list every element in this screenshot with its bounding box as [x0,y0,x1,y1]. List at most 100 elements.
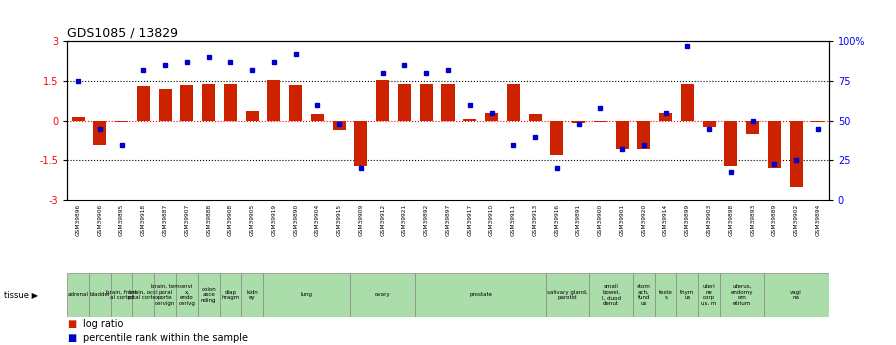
Text: brain, tem
poral
porte
cervign: brain, tem poral porte cervign [151,284,179,306]
Text: GSM39902: GSM39902 [794,204,798,236]
Bar [376,80,389,121]
Bar [812,121,824,122]
Bar [529,114,541,121]
Text: GSM39887: GSM39887 [162,204,168,236]
Text: GSM39895: GSM39895 [119,204,125,236]
Text: GSM39889: GSM39889 [771,204,777,236]
Bar [154,273,176,317]
Bar [698,273,720,317]
Bar [246,111,259,121]
Bar [768,121,781,168]
Bar [746,121,759,134]
Text: GSM39905: GSM39905 [250,204,254,236]
Bar [572,121,585,124]
Text: GSM39918: GSM39918 [141,204,146,236]
Text: GSM39912: GSM39912 [380,204,385,236]
Text: GSM39888: GSM39888 [206,204,211,236]
Bar [202,84,215,121]
Bar [594,121,607,122]
Text: GSM39921: GSM39921 [402,204,407,236]
Text: GSM39899: GSM39899 [685,204,690,236]
Bar [590,273,633,317]
Text: GSM39904: GSM39904 [314,204,320,236]
Text: stom
ach,
fund
us: stom ach, fund us [637,284,650,306]
Bar [67,273,89,317]
Text: log ratio: log ratio [83,319,124,329]
Bar [72,117,84,121]
Text: GSM39893: GSM39893 [750,204,755,236]
Text: GSM39907: GSM39907 [185,204,189,236]
Bar [289,85,302,121]
Text: ovary: ovary [375,293,391,297]
Text: ■: ■ [67,333,76,343]
Text: thym
us: thym us [680,289,694,300]
Text: GSM39915: GSM39915 [337,204,341,236]
Text: GSM39908: GSM39908 [228,204,233,236]
Text: GSM39911: GSM39911 [511,204,516,236]
Bar [137,86,150,121]
Bar [442,84,454,121]
Bar [616,121,629,148]
Bar [198,273,220,317]
Text: GSM39898: GSM39898 [728,204,734,236]
Text: bladder: bladder [90,293,110,297]
Text: GDS1085 / 13829: GDS1085 / 13829 [67,27,178,40]
Text: GSM39900: GSM39900 [598,204,603,236]
Bar [550,121,564,155]
Bar [789,121,803,187]
Bar [311,114,324,121]
Text: kidn
ey: kidn ey [246,289,258,300]
Bar [115,121,128,122]
Text: GSM39892: GSM39892 [424,204,429,236]
Bar [633,273,655,317]
Bar [702,121,716,127]
Bar [89,273,111,317]
Text: GSM39920: GSM39920 [642,204,646,236]
Text: adrenal: adrenal [67,293,89,297]
Text: salivary gland,
parotid: salivary gland, parotid [547,289,588,300]
Bar [159,89,172,121]
Bar [546,273,590,317]
Text: GSM39919: GSM39919 [271,204,277,236]
Text: GSM39913: GSM39913 [532,204,538,236]
Bar [419,84,433,121]
Bar [332,121,346,130]
Bar [241,273,263,317]
Text: GSM39917: GSM39917 [467,204,472,236]
Text: vagi
na: vagi na [790,289,802,300]
Text: ■: ■ [67,319,76,329]
Bar [720,273,763,317]
Bar [724,121,737,166]
Bar [220,273,241,317]
Bar [355,121,367,166]
Text: GSM39901: GSM39901 [619,204,625,236]
Text: GSM39910: GSM39910 [489,204,494,236]
Text: percentile rank within the sample: percentile rank within the sample [83,333,248,343]
Text: brain, front
al cortex: brain, front al cortex [106,289,137,300]
Text: GSM39896: GSM39896 [75,204,81,236]
Bar [350,273,416,317]
Text: GSM39906: GSM39906 [98,204,102,236]
Text: cervi
x,
endo
cerivg: cervi x, endo cerivg [178,284,195,306]
Bar [676,273,698,317]
Bar [763,273,829,317]
Bar [485,113,498,121]
Text: colon
asce
nding: colon asce nding [201,287,217,303]
Bar [655,273,676,317]
Text: lung: lung [300,293,313,297]
Text: GSM39891: GSM39891 [576,204,582,236]
Text: GSM39914: GSM39914 [663,204,668,236]
Bar [224,84,237,121]
Text: brain, occi
pital cortex: brain, occi pital cortex [128,289,159,300]
Text: GSM39890: GSM39890 [293,204,298,236]
Text: small
bowel,
I, duod
denut: small bowel, I, duod denut [602,284,621,306]
Text: tissue ▶: tissue ▶ [4,290,39,299]
Text: GSM39897: GSM39897 [445,204,451,236]
Text: uteri
ne
corp
us, m: uteri ne corp us, m [702,284,717,306]
Text: GSM39916: GSM39916 [555,204,559,236]
Text: GSM39894: GSM39894 [815,204,821,236]
Bar [463,119,477,121]
Text: prostate: prostate [470,293,492,297]
Bar [416,273,546,317]
Bar [659,113,672,121]
